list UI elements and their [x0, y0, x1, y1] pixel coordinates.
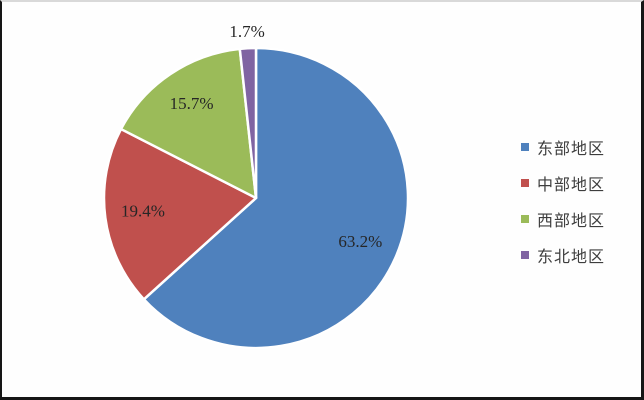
pie-chart: 63.2% 19.4% 15.7% 1.7% [102, 22, 410, 350]
legend-swatch-west [521, 215, 529, 223]
legend-label-central: 中部地区 [537, 177, 606, 194]
legend-swatch-northeast [521, 251, 529, 259]
data-label-0: 63.2% [338, 232, 382, 251]
legend-swatch-central [521, 179, 529, 187]
pie-slice-3 [238, 46, 258, 200]
data-label-1: 19.4% [121, 202, 165, 221]
legend-label-east: 东部地区 [537, 141, 606, 158]
pie-slice-0 [142, 46, 410, 350]
data-label-2: 15.7% [170, 94, 214, 113]
legend-label-northeast: 东北地区 [537, 249, 606, 266]
legend-item-east: 东部地区 [521, 138, 606, 158]
legend: 东部地区 中部地区 西部地区 东北地区 [521, 138, 605, 282]
legend-item-central: 中部地区 [521, 174, 606, 194]
data-label-3: 1.7% [229, 22, 264, 41]
legend-label-west: 西部地区 [537, 213, 606, 230]
pie-slice-2 [119, 47, 258, 200]
legend-item-northeast: 东北地区 [521, 246, 606, 266]
legend-swatch-east [521, 143, 529, 151]
pie-slice-1 [102, 127, 258, 301]
legend-item-west: 西部地区 [521, 210, 606, 230]
